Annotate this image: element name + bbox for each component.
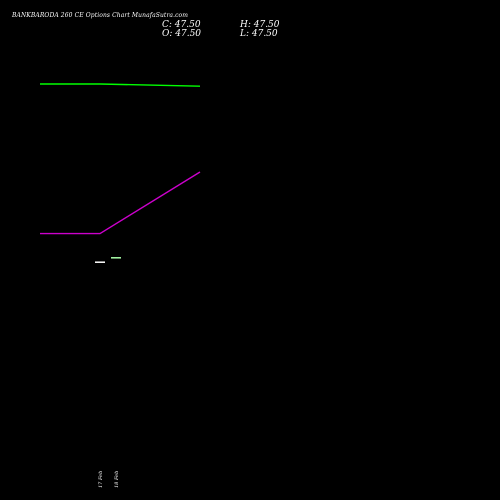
high-value: H: 47.50 (240, 20, 280, 30)
x-tick-label: 18 Feb (114, 471, 120, 488)
series-line-1 (40, 171, 201, 235)
close-value: C: 47.50 (162, 20, 201, 30)
open-value: O: 47.50 (162, 29, 202, 39)
chart-title: BANKBARODA 260 CE Options Chart MunafaSu… (12, 12, 189, 19)
low-value: L: 47.50 (240, 29, 278, 39)
x-tick-label: 17 Feb (98, 471, 104, 488)
series-line-0 (40, 83, 201, 87)
